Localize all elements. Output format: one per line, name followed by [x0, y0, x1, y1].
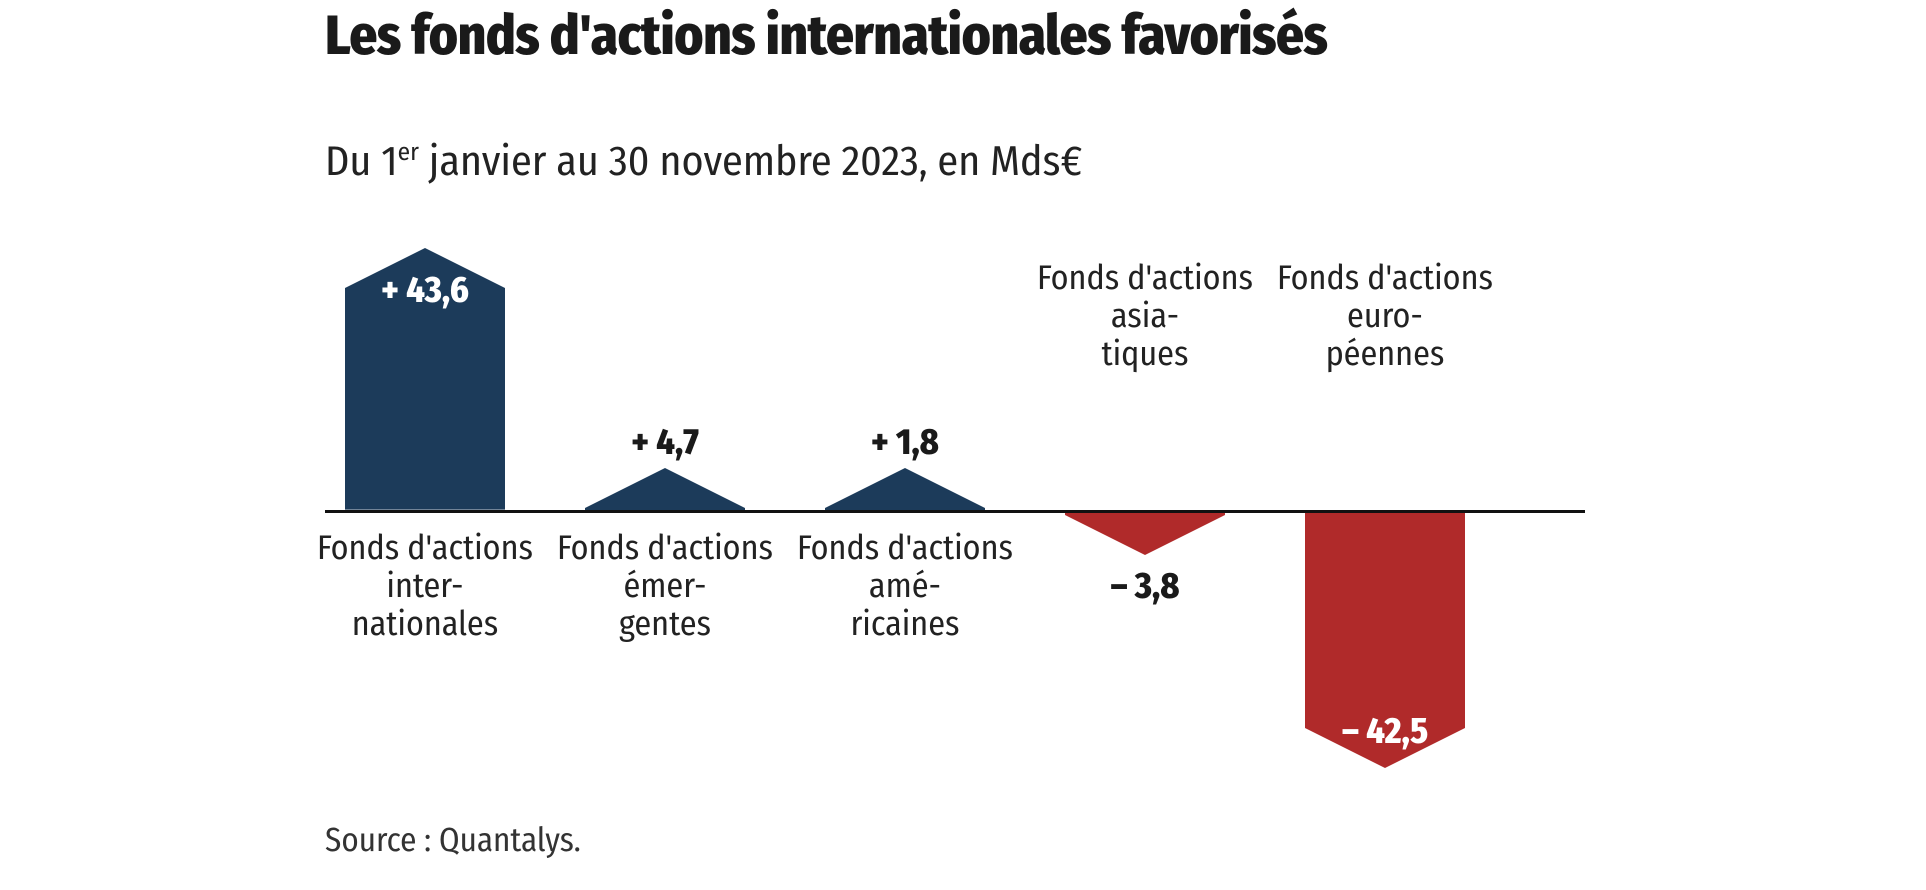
bar-category: Fonds d'actions euro-péennes: [1275, 260, 1495, 374]
bar-col: + 4,7Fonds d'actions émer-gentes: [565, 210, 765, 850]
chart-title: Les fonds d'actions internationales favo…: [325, 8, 1327, 66]
bar-col: – 3,8Fonds d'actions asia-tiques: [1045, 210, 1245, 850]
bar-value: + 43,6: [381, 268, 469, 312]
bar-category: Fonds d'actions asia-tiques: [1035, 260, 1255, 374]
chart-source: Source : Quantalys.: [325, 820, 581, 860]
bar-chart: + 43,6Fonds d'actions inter-nationales+ …: [325, 210, 1585, 850]
bar-value: – 42,5: [1342, 709, 1428, 753]
bar-positive: [825, 468, 985, 510]
bar-positive: [585, 468, 745, 510]
bar-col: + 43,6Fonds d'actions inter-nationales: [325, 210, 525, 850]
bar-category: Fonds d'actions émer-gentes: [555, 530, 775, 644]
bar-col: + 1,8Fonds d'actions amé-ricaines: [805, 210, 1005, 850]
bar-category: Fonds d'actions amé-ricaines: [795, 530, 1015, 644]
bar-value: – 3,8: [1110, 564, 1179, 608]
bar-col: – 42,5Fonds d'actions euro-péennes: [1285, 210, 1485, 850]
bar-value: + 1,8: [871, 420, 939, 464]
chart-subtitle: Du 1er janvier au 30 novembre 2023, en M…: [325, 136, 1082, 187]
bar-category: Fonds d'actions inter-nationales: [315, 530, 535, 644]
bar-value: + 4,7: [631, 420, 699, 464]
bar-negative: [1065, 513, 1225, 555]
chart-stage: Les fonds d'actions internationales favo…: [0, 0, 1926, 890]
